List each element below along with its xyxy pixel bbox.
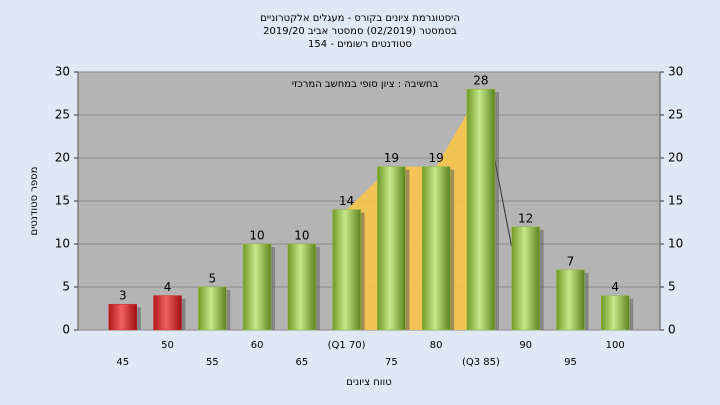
bar [287,243,317,331]
y-tick-label: 20 [55,151,70,165]
y2-tick-label: 20 [668,151,683,165]
bar [153,295,182,331]
x-tick-label: 75 [385,357,398,368]
y2-tick-label: 0 [668,323,676,337]
x-tick-label: 95 [564,357,577,368]
bar [600,295,630,331]
bar [511,226,540,331]
x-tick-label: (Q3 85) [462,357,500,368]
data-label: 7 [567,254,575,268]
y2-tick-label: 15 [668,194,683,208]
annotation: בחשיבה : ציון סופי במחשב המרכזי [292,79,439,90]
x-tick-label: 50 [161,340,174,351]
data-label: 14 [339,194,354,208]
y2-tick-label: 10 [668,237,683,251]
data-label: 10 [294,229,309,243]
x-tick-label: 60 [251,340,264,351]
y-axis-label: מספר סטודנטים [29,167,40,236]
chart-subtitle: 154 - סטודנטים רשומים [308,39,412,50]
y2-tick-label: 30 [668,65,683,79]
x-tick-label: 100 [606,340,625,351]
data-label: 4 [164,280,172,294]
data-label: 19 [429,151,444,165]
x-tick-label: 80 [430,340,443,351]
y-tick-label: 25 [55,108,70,122]
bar [421,166,451,331]
bar [108,303,138,331]
data-label: 3 [119,289,127,303]
data-label: 5 [208,272,216,286]
y-tick-label: 15 [55,194,70,208]
x-axis-label: טווח ציונים [346,377,391,388]
y-tick-label: 5 [62,280,70,294]
x-tick-label: 45 [116,357,129,368]
bar [377,166,406,331]
bar [242,243,272,331]
y-tick-label: 30 [55,65,70,79]
bar [466,88,496,331]
bar [198,286,227,331]
x-tick-label: 90 [519,340,532,351]
data-label: 12 [518,211,533,225]
x-tick-label: 65 [295,357,308,368]
y-tick-label: 10 [55,237,70,251]
data-label: 10 [249,229,264,243]
bar [556,269,585,331]
y2-tick-label: 5 [668,280,676,294]
data-label: 4 [611,280,619,294]
x-tick-label: 55 [206,357,219,368]
y2-tick-label: 25 [668,108,683,122]
chart-title: היסטוגרמת ציונים בקורס - מעגלים אלקטרוני… [260,13,460,24]
chart-subtitle: בסמסטר (02/2019) סמסטר אביב 2019/20 [263,26,457,37]
x-tick-label: (Q1 70) [328,340,366,351]
y-tick-label: 0 [62,323,70,337]
data-label: 28 [473,74,488,88]
bar [332,209,361,331]
data-label: 19 [384,151,399,165]
